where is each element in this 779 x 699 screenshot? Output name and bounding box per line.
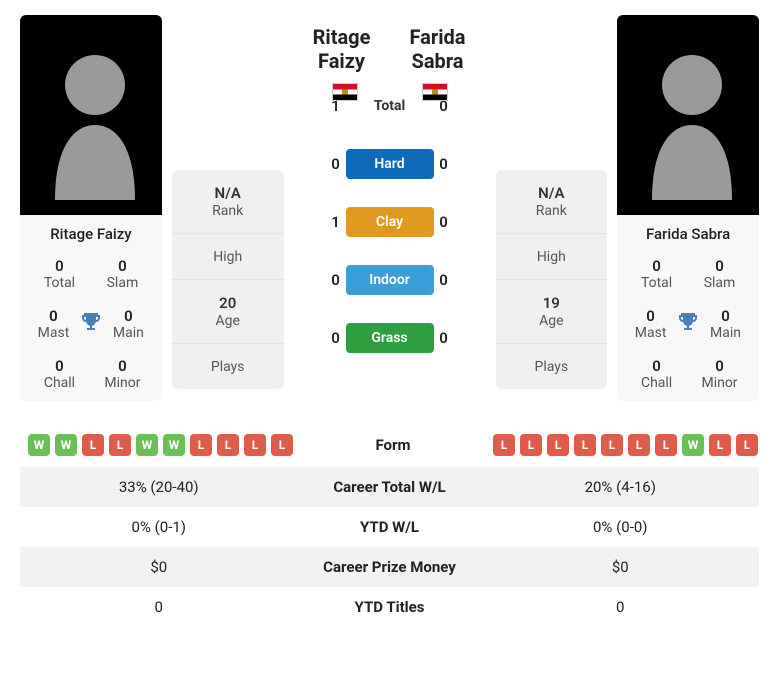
form-chip[interactable]: W — [28, 434, 50, 456]
p2-chall: 0Chall — [625, 357, 688, 391]
player1-name-under[interactable]: Ritage Faizy — [20, 215, 162, 251]
player2-titles-row1: 0Total 0Slam — [617, 251, 759, 301]
player1-titles-row3: 0Chall 0Minor — [20, 351, 162, 401]
form-chip[interactable]: W — [136, 434, 158, 456]
p1-minor: 0Minor — [91, 357, 154, 391]
form-chip[interactable]: L — [628, 434, 650, 456]
p2-slam: 0Slam — [688, 257, 751, 291]
row-form: WWLLWWLLLL Form LLLLLLLWLL — [20, 423, 759, 467]
p1-total: 0Total — [28, 257, 91, 291]
player1-stats: N/ARank High 20Age Plays — [172, 170, 284, 389]
player2-card: Farida Sabra 0Total 0Slam 0Mast 0Main 0C… — [617, 15, 759, 401]
form-chip[interactable]: W — [55, 434, 77, 456]
trophy-icon — [79, 310, 103, 338]
silhouette-icon — [40, 30, 150, 200]
p1-form: WWLLWWLLLL — [28, 434, 293, 456]
p1-high: High — [172, 234, 284, 280]
p1-slam: 0Slam — [91, 257, 154, 291]
form-chip[interactable]: L — [547, 434, 569, 456]
player1-titles-row2: 0Mast 0Main — [20, 301, 162, 351]
p1-age: 20Age — [172, 280, 284, 344]
p2-total: 0Total — [625, 257, 688, 291]
p2-rank: N/ARank — [496, 170, 608, 234]
form-chip[interactable]: L — [244, 434, 266, 456]
trophy-icon — [676, 310, 700, 338]
p1-mast: 0Mast — [28, 307, 79, 341]
p1-rank: N/ARank — [172, 170, 284, 234]
p2-minor: 0Minor — [688, 357, 751, 391]
form-chip[interactable]: L — [709, 434, 731, 456]
form-chip[interactable]: L — [271, 434, 293, 456]
form-chip[interactable]: L — [493, 434, 515, 456]
form-chip[interactable]: L — [574, 434, 596, 456]
p1-main: 0Main — [103, 307, 154, 341]
form-chip[interactable]: W — [163, 434, 185, 456]
label-career-wl: Career Total W/L — [290, 478, 490, 496]
name-row: Ritage Faizy Farida Sabra — [294, 25, 486, 73]
p2-mast: 0Mast — [625, 307, 676, 341]
middle-column: Ritage Faizy Farida Sabra 1 Total 0 0 Ha… — [294, 15, 486, 367]
compare-table: WWLLWWLLLL Form LLLLLLLWLL 33% (20-40) C… — [20, 423, 759, 627]
h2h-chip-hard[interactable]: Hard — [346, 149, 434, 179]
egypt-flag-icon — [332, 83, 358, 101]
form-chip[interactable]: L — [217, 434, 239, 456]
player2-titles-row3: 0Chall 0Minor — [617, 351, 759, 401]
row-career-wl: 33% (20-40) Career Total W/L 20% (4-16) — [20, 467, 759, 507]
h2h-total: 1 Total 0 — [294, 77, 486, 135]
row-ytd-titles: 0 YTD Titles 0 — [20, 587, 759, 627]
row-ytd-wl: 0% (0-1) YTD W/L 0% (0-0) — [20, 507, 759, 547]
p1-chall: 0Chall — [28, 357, 91, 391]
p1-plays: Plays — [172, 344, 284, 389]
player2-stats: N/ARank High 19Age Plays — [496, 170, 608, 389]
p2-plays: Plays — [496, 344, 608, 389]
p2-name-top[interactable]: Farida Sabra — [390, 25, 486, 73]
form-chip[interactable]: L — [520, 434, 542, 456]
egypt-flag-icon — [422, 83, 448, 101]
player1-titles-row1: 0Total 0Slam — [20, 251, 162, 301]
form-chip[interactable]: L — [736, 434, 758, 456]
p2-high: High — [496, 234, 608, 280]
p2-form: LLLLLLLWLL — [493, 434, 758, 456]
player1-card: Ritage Faizy 0Total 0Slam 0Mast 0Main 0C… — [20, 15, 162, 401]
h2h-grass: 0 Grass 0 — [294, 309, 486, 367]
h2h-indoor: 0 Indoor 0 — [294, 251, 486, 309]
form-chip[interactable]: L — [190, 434, 212, 456]
player2-name-under[interactable]: Farida Sabra — [617, 215, 759, 251]
player1-image — [20, 15, 162, 215]
h2h-chip-grass[interactable]: Grass — [346, 323, 434, 353]
form-chip[interactable]: L — [82, 434, 104, 456]
h2h-rows: 1 Total 0 0 Hard 0 1 Clay 0 0 Indoor 0 0 — [294, 77, 486, 367]
form-chip[interactable]: W — [682, 434, 704, 456]
label-ytd-titles: YTD Titles — [290, 598, 490, 616]
h2h-chip-total: Total — [346, 91, 434, 121]
label-ytd-wl: YTD W/L — [290, 518, 490, 536]
p2-main: 0Main — [700, 307, 751, 341]
form-chip[interactable]: L — [109, 434, 131, 456]
player2-image — [617, 15, 759, 215]
label-prize: Career Prize Money — [290, 558, 490, 576]
h2h-chip-clay[interactable]: Clay — [346, 207, 434, 237]
h2h-chip-indoor[interactable]: Indoor — [346, 265, 434, 295]
h2h-hard: 0 Hard 0 — [294, 135, 486, 193]
form-chip[interactable]: L — [601, 434, 623, 456]
p1-name-top[interactable]: Ritage Faizy — [294, 25, 390, 73]
row-prize: $0 Career Prize Money $0 — [20, 547, 759, 587]
h2h-clay: 1 Clay 0 — [294, 193, 486, 251]
form-chip[interactable]: L — [655, 434, 677, 456]
label-form: Form — [293, 436, 493, 454]
player2-titles-row2: 0Mast 0Main — [617, 301, 759, 351]
p2-age: 19Age — [496, 280, 608, 344]
top-row: Ritage Faizy 0Total 0Slam 0Mast 0Main 0C… — [20, 15, 759, 401]
silhouette-icon — [637, 30, 747, 200]
